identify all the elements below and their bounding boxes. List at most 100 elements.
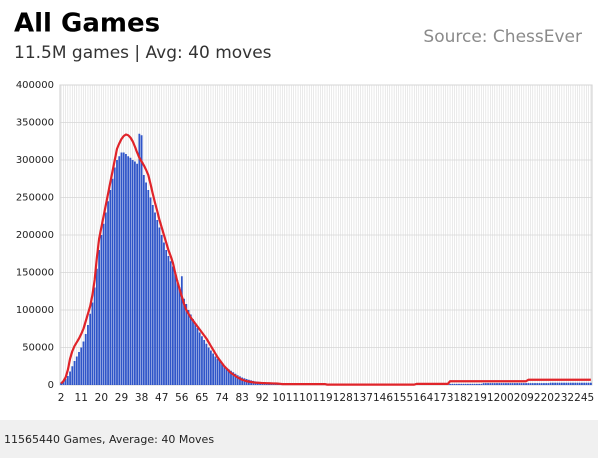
- bar: [136, 163, 139, 385]
- bar: [563, 382, 565, 385]
- bar: [203, 340, 206, 385]
- bar: [583, 382, 586, 385]
- bar: [529, 383, 532, 385]
- bar: [540, 383, 543, 385]
- x-tick-label: 191: [474, 392, 494, 404]
- bar: [104, 212, 107, 385]
- bar: [189, 314, 192, 385]
- x-tick-label: 83: [235, 392, 248, 404]
- bar: [498, 383, 501, 385]
- caption: 11565440 Games, Average: 40 Moves: [4, 433, 214, 446]
- bar: [509, 383, 512, 385]
- bar: [453, 383, 456, 385]
- bar: [549, 382, 552, 385]
- bar: [138, 133, 141, 385]
- source: Source: ChessEver: [423, 27, 582, 47]
- x-tick-label: 155: [393, 392, 413, 404]
- x-tick-label: 146: [373, 392, 393, 404]
- x-tick-label: 200: [494, 392, 514, 404]
- bar: [496, 383, 498, 385]
- bar: [471, 383, 474, 385]
- y-tick-label: 400000: [16, 80, 54, 91]
- bar: [547, 383, 550, 385]
- bar: [209, 350, 212, 385]
- chart-title: All Games: [14, 9, 160, 39]
- bar: [518, 383, 521, 385]
- bar: [69, 371, 71, 385]
- bar: [449, 383, 451, 385]
- y-tick-label: 250000: [16, 193, 54, 204]
- bar: [505, 383, 507, 385]
- bar: [513, 383, 516, 385]
- bar: [487, 383, 489, 385]
- bar: [565, 382, 568, 385]
- x-tick-label: 220: [534, 392, 554, 404]
- bar: [73, 361, 76, 385]
- bar: [507, 383, 510, 385]
- bar: [127, 156, 130, 385]
- bar: [489, 383, 492, 385]
- bar: [234, 373, 237, 385]
- bar: [147, 190, 150, 385]
- bar: [122, 152, 125, 385]
- x-tick-label: 20: [95, 392, 108, 404]
- x-tick-label: 101: [272, 392, 292, 404]
- bar: [145, 182, 147, 385]
- x-tick-label: 2: [58, 392, 65, 404]
- x-tick-label: 38: [135, 392, 148, 404]
- bar: [98, 250, 101, 385]
- bar: [451, 383, 454, 385]
- bar: [230, 370, 232, 385]
- y-tick-label: 300000: [16, 155, 54, 166]
- bar: [462, 383, 465, 385]
- bar: [460, 383, 463, 385]
- bar: [502, 383, 505, 385]
- bar: [543, 383, 545, 385]
- footer-bar: [0, 420, 598, 458]
- bar: [475, 383, 478, 385]
- bar: [587, 382, 590, 385]
- bar: [154, 212, 156, 385]
- bar: [194, 323, 197, 385]
- bar: [480, 383, 483, 385]
- bar: [107, 201, 109, 385]
- bar: [180, 276, 183, 385]
- y-tick-label: 350000: [16, 118, 54, 129]
- x-tick-label: 92: [256, 392, 269, 404]
- bar: [556, 382, 559, 385]
- bar: [62, 381, 65, 385]
- x-tick-label: 110: [293, 392, 313, 404]
- bar: [484, 383, 487, 385]
- bar: [214, 356, 217, 385]
- x-tick-label: 47: [155, 392, 168, 404]
- line: [60, 133, 591, 386]
- x-tick-label: 29: [115, 392, 128, 404]
- x-tick-label: 65: [195, 392, 208, 404]
- bar: [536, 383, 539, 385]
- x-tick-label: 209: [514, 392, 534, 404]
- bar: [225, 367, 228, 385]
- bar: [192, 319, 194, 385]
- x-tick-label: 128: [333, 392, 353, 404]
- bar: [578, 382, 581, 385]
- bar: [511, 383, 514, 385]
- bar: [464, 383, 467, 385]
- x-tick-label: 74: [215, 392, 229, 404]
- bar: [118, 156, 121, 385]
- bar: [187, 310, 190, 385]
- bar: [531, 383, 534, 385]
- bar: [158, 227, 161, 385]
- bar: [120, 152, 123, 385]
- bar: [558, 382, 561, 385]
- y-tick-label: 0: [48, 380, 54, 391]
- bar: [111, 178, 114, 385]
- bar: [469, 383, 472, 385]
- bar: [551, 382, 554, 385]
- bar: [500, 383, 503, 385]
- x-tick-label: 173: [433, 392, 453, 404]
- bar: [125, 154, 127, 385]
- bar: [239, 376, 241, 385]
- bar: [216, 358, 219, 385]
